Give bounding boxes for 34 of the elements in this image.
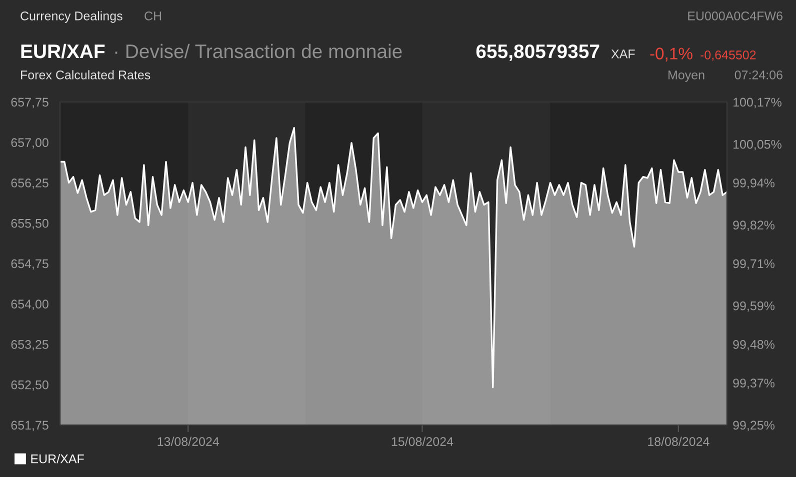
y2-tick-label: 99,82%: [733, 220, 775, 232]
y2-tick-label: 100,17%: [734, 98, 782, 108]
y-tick-label: 655,50: [11, 218, 48, 230]
chart-title: EUR/XAF: [21, 44, 105, 58]
y-tick-label: 657,00: [11, 138, 48, 149]
y2-tick-label: 99,59%: [733, 301, 775, 312]
y2-tick-label: 99,71%: [733, 259, 775, 270]
text: EU000A0C4FW6: [688, 12, 782, 20]
text: 655,80579357: [476, 44, 600, 62]
y-tick-label: 651,75: [11, 420, 48, 432]
y-tick-label: 656,25: [11, 178, 48, 189]
chart-subtitle: · Devise/ Transaction de monnaie: [115, 44, 402, 58]
y2-tick-label: 99,48%: [733, 340, 775, 350]
text: Moyen: [668, 70, 704, 82]
text: 07:24:06: [734, 70, 782, 80]
text: Forex Calculated Rates: [21, 70, 150, 80]
y-tick-label: 653,25: [11, 340, 48, 350]
y2-tick-label: 99,94%: [733, 178, 775, 189]
y2-tick-label: 99,37%: [733, 378, 775, 389]
text: -0,1%: [650, 48, 692, 62]
legend-label: EUR/XAF: [31, 454, 84, 464]
y-tick-label: 654,00: [11, 300, 48, 310]
y2-tick-label: 99,25%: [733, 420, 775, 432]
text: -0,645502: [700, 50, 756, 61]
y-tick-label: 654,75: [11, 259, 48, 270]
text: Currency Dealings: [20, 11, 122, 23]
y2-tick-label: 100,05%: [734, 140, 782, 150]
text: XAF: [611, 50, 635, 58]
x-tick-label: 18/08/2024: [648, 436, 710, 446]
x-tick-label: 15/08/2024: [392, 436, 454, 446]
y-tick-label: 652,50: [11, 380, 48, 391]
y-tick-label: 657,75: [11, 98, 48, 108]
text: CH: [144, 12, 162, 20]
x-tick-label: 13/08/2024: [158, 436, 220, 446]
